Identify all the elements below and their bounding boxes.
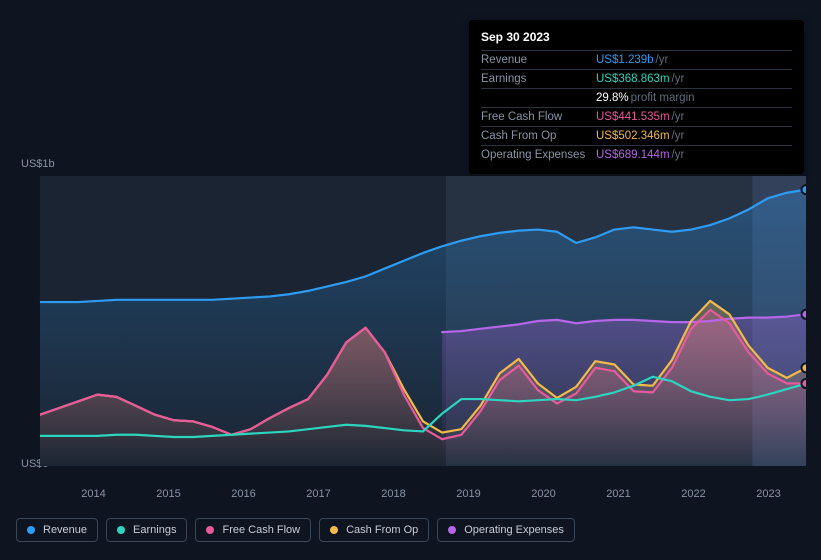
tooltip-date: Sep 30 2023 bbox=[481, 30, 792, 44]
series-end-marker bbox=[802, 185, 807, 194]
tooltip-row-value: US$1.239b bbox=[596, 54, 654, 66]
tooltip-row-unit: profit margin bbox=[631, 92, 695, 104]
tooltip-row: RevenueUS$1.239b /yr bbox=[481, 50, 792, 69]
chart-area: US$1b US$0 20142015201620172018201920202… bbox=[16, 158, 806, 478]
legend-label: Earnings bbox=[133, 524, 176, 536]
tooltip-row-value: US$502.346m bbox=[596, 130, 670, 142]
series-end-marker bbox=[802, 363, 807, 372]
x-axis-tick: 2022 bbox=[681, 488, 705, 500]
tooltip-row-label: Revenue bbox=[481, 54, 596, 66]
tooltip-row-unit: /yr bbox=[672, 73, 685, 85]
x-axis-tick: 2021 bbox=[606, 488, 630, 500]
x-axis-tick: 2023 bbox=[756, 488, 780, 500]
x-axis-tick: 2020 bbox=[531, 488, 555, 500]
tooltip-row: Free Cash FlowUS$441.535m /yr bbox=[481, 107, 792, 126]
legend-label: Cash From Op bbox=[346, 524, 418, 536]
tooltip-row-unit: /yr bbox=[656, 54, 669, 66]
series-end-marker bbox=[802, 379, 807, 388]
legend-dot-icon bbox=[448, 526, 456, 534]
tooltip-row: 29.8% profit margin bbox=[481, 88, 792, 107]
legend-item[interactable]: Cash From Op bbox=[319, 518, 429, 542]
legend-item[interactable]: Earnings bbox=[106, 518, 187, 542]
legend-item[interactable]: Revenue bbox=[16, 518, 98, 542]
legend-label: Free Cash Flow bbox=[222, 524, 300, 536]
x-axis-tick: 2016 bbox=[231, 488, 255, 500]
tooltip-row: EarningsUS$368.863m /yr bbox=[481, 69, 792, 88]
x-axis-labels: 2014 2015 2016 2017 2018 2019 2020 2021 2022 2023 bbox=[56, 488, 806, 504]
x-axis-tick: 2015 bbox=[156, 488, 180, 500]
legend-label: Revenue bbox=[43, 524, 87, 536]
legend-dot-icon bbox=[27, 526, 35, 534]
legend-item[interactable]: Free Cash Flow bbox=[195, 518, 311, 542]
legend-dot-icon bbox=[330, 526, 338, 534]
tooltip-row-unit: /yr bbox=[672, 130, 685, 142]
tooltip-row-label: Cash From Op bbox=[481, 130, 596, 142]
tooltip-rows: RevenueUS$1.239b /yrEarningsUS$368.863m … bbox=[481, 50, 792, 164]
legend-label: Operating Expenses bbox=[464, 524, 564, 536]
tooltip-row-unit: /yr bbox=[672, 111, 685, 123]
legend-item[interactable]: Operating Expenses bbox=[437, 518, 575, 542]
tooltip-row: Cash From OpUS$502.346m /yr bbox=[481, 126, 792, 145]
legend-dot-icon bbox=[206, 526, 214, 534]
chart-legend: Revenue Earnings Free Cash Flow Cash From O… bbox=[16, 518, 575, 542]
x-axis-tick: 2017 bbox=[306, 488, 330, 500]
legend-dot-icon bbox=[117, 526, 125, 534]
x-axis-tick: 2019 bbox=[456, 488, 480, 500]
chart-tooltip: Sep 30 2023 RevenueUS$1.239b /yrEarnings… bbox=[469, 20, 804, 174]
tooltip-row-value: US$368.863m bbox=[596, 73, 670, 85]
chart-canvas[interactable] bbox=[40, 176, 806, 466]
series-end-marker bbox=[802, 310, 807, 319]
tooltip-row-label: Earnings bbox=[481, 73, 596, 85]
y-axis-label-top: US$1b bbox=[21, 158, 55, 170]
x-axis-tick: 2014 bbox=[81, 488, 105, 500]
tooltip-row-value: 29.8% bbox=[596, 92, 629, 104]
tooltip-row-value: US$441.535m bbox=[596, 111, 670, 123]
x-axis-tick: 2018 bbox=[381, 488, 405, 500]
tooltip-row-label: Free Cash Flow bbox=[481, 111, 596, 123]
